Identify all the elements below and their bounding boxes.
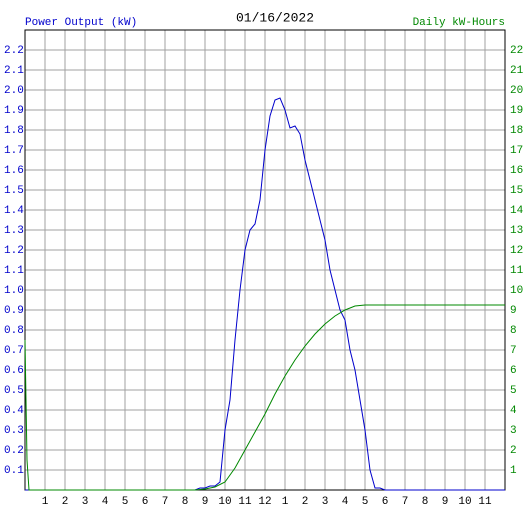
y-tick-label: 0.3 (4, 425, 24, 437)
y2-tick-label: 11 (510, 265, 524, 277)
x-tick-label: 4 (342, 496, 349, 508)
y-tick-label: 0.1 (4, 465, 24, 477)
y-tick-label: 1.9 (4, 105, 24, 117)
y-tick-label: 0.2 (4, 445, 24, 457)
y2-tick-label: 22 (510, 45, 523, 57)
x-tick-label: 5 (362, 496, 369, 508)
y2-axis-label: Daily kW-Hours (413, 17, 505, 29)
x-tick-label: 10 (218, 496, 231, 508)
y2-tick-label: 1 (510, 465, 517, 477)
y2-tick-label: 13 (510, 225, 523, 237)
x-tick-label: 7 (162, 496, 169, 508)
y2-tick-label: 20 (510, 85, 523, 97)
y-tick-label: 0.8 (4, 325, 24, 337)
y2-tick-label: 10 (510, 285, 523, 297)
y-tick-label: 1.1 (4, 265, 24, 277)
y-axis-label: Power Output (kW) (25, 17, 137, 29)
x-tick-label: 9 (442, 496, 449, 508)
y-tick-label: 1.5 (4, 185, 24, 197)
x-tick-label: 8 (422, 496, 429, 508)
x-tick-label: 1 (42, 496, 49, 508)
y2-tick-label: 14 (510, 205, 524, 217)
x-tick-label: 9 (202, 496, 209, 508)
y2-tick-label: 12 (510, 245, 523, 257)
y2-tick-label: 8 (510, 325, 517, 337)
x-tick-label: 11 (238, 496, 252, 508)
y-tick-label: 0.4 (4, 405, 24, 417)
x-tick-label: 3 (82, 496, 89, 508)
x-tick-label: 5 (122, 496, 129, 508)
y-tick-label: 1.4 (4, 205, 24, 217)
y2-tick-label: 15 (510, 185, 523, 197)
x-tick-label: 11 (478, 496, 492, 508)
y2-tick-label: 3 (510, 425, 517, 437)
y-tick-label: 0.6 (4, 365, 24, 377)
y2-tick-label: 18 (510, 125, 523, 137)
x-tick-label: 6 (382, 496, 389, 508)
y-tick-label: 1.6 (4, 165, 24, 177)
y2-tick-label: 7 (510, 345, 517, 357)
y-tick-label: 1.2 (4, 245, 24, 257)
y2-tick-label: 6 (510, 365, 517, 377)
y-tick-label: 2.0 (4, 85, 24, 97)
series-line (25, 97, 505, 491)
x-tick-label: 1 (282, 496, 289, 508)
plot-border (24, 29, 506, 491)
y-tick-label: 0.7 (4, 345, 24, 357)
y-tick-label: 1.0 (4, 285, 24, 297)
y2-tick-label: 16 (510, 165, 523, 177)
x-tick-label: 8 (182, 496, 189, 508)
y2-tick-label: 19 (510, 105, 523, 117)
y-tick-label: 1.3 (4, 225, 24, 237)
x-tick-label: 2 (302, 496, 309, 508)
x-tick-label: 4 (102, 496, 109, 508)
y2-tick-label: 17 (510, 145, 523, 157)
x-tick-label: 7 (402, 496, 409, 508)
y2-tick-label: 2 (510, 445, 517, 457)
y-tick-label: 1.8 (4, 125, 24, 137)
y2-tick-label: 21 (510, 65, 524, 77)
y-tick-label: 2.1 (4, 65, 24, 77)
y-tick-label: 1.7 (4, 145, 24, 157)
y-tick-label: 0.9 (4, 305, 24, 317)
x-tick-label: 2 (62, 496, 69, 508)
x-tick-label: 12 (258, 496, 271, 508)
y-tick-label: 2.2 (4, 45, 24, 57)
y2-tick-label: 5 (510, 385, 517, 397)
y-tick-label: 0.5 (4, 385, 24, 397)
chart-title: 01/16/2022 (236, 10, 314, 25)
y2-tick-label: 9 (510, 305, 517, 317)
series-line (24, 304, 505, 491)
y2-tick-label: 4 (510, 405, 517, 417)
x-tick-label: 10 (458, 496, 471, 508)
x-tick-label: 6 (142, 496, 149, 508)
x-tick-label: 3 (322, 496, 329, 508)
